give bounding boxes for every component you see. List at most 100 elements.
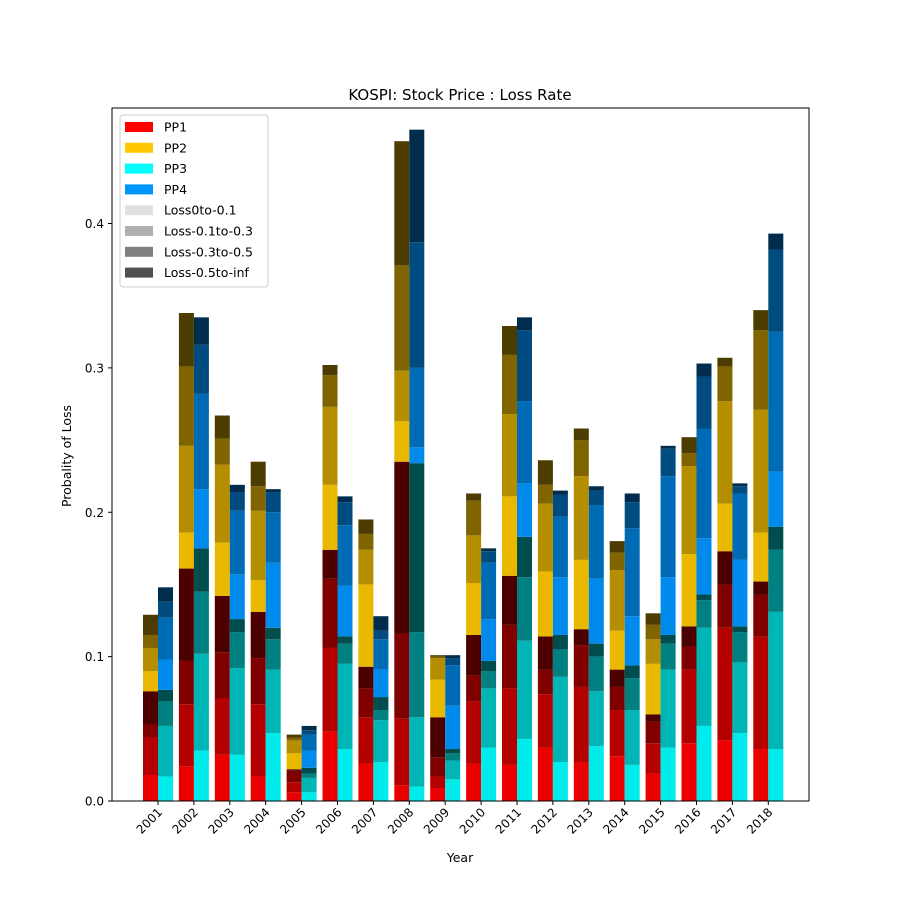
bar-pp4-2002-loss-0-3to-0-5 <box>193 344 209 394</box>
bar-pp2-2002-loss-0-5to-inf <box>178 313 194 367</box>
legend-swatch <box>125 122 153 132</box>
bar-pp2-2014-loss0to-0-1 <box>609 630 625 670</box>
bar-pp4-2015-loss-0-3to-0-5 <box>660 448 676 477</box>
bar-pp1-2014-loss-0-1to-0-3 <box>609 710 625 757</box>
bar-pp3-2011-loss-0-1to-0-3 <box>517 640 532 739</box>
bar-pp4-2018-loss0to-0-1 <box>768 471 784 527</box>
bar-pp4-2011-loss-0-1to-0-3 <box>517 401 532 484</box>
bar-pp1-2005-loss-0-1to-0-3 <box>286 782 302 793</box>
bar-pp2-2006-loss-0-5to-inf <box>322 364 338 376</box>
bar-pp4-2012-loss0to-0-1 <box>552 577 568 635</box>
bar-pp3-2016-loss-0-1to-0-3 <box>696 627 712 726</box>
bar-pp1-2010-loss-0-5to-inf <box>466 634 482 676</box>
bar-pp1-2002-loss0to-0-1 <box>178 766 194 801</box>
bar-pp2-2012-loss-0-3to-0-5 <box>537 484 553 504</box>
bar-pp3-2017-loss-0-5to-inf <box>732 626 748 633</box>
bar-pp2-2001-loss-0-3to-0-5 <box>143 634 158 648</box>
plot-frame <box>111 107 810 802</box>
bar-pp1-2013-loss0to-0-1 <box>573 762 589 801</box>
x-tick-label: 2017 <box>708 805 739 836</box>
bar-pp2-2013-loss-0-5to-inf <box>573 428 589 441</box>
bar-pp2-2012-loss-0-5to-inf <box>537 460 553 485</box>
bar-pp1-2005-loss-0-3to-0-5 <box>286 770 302 783</box>
bar-pp3-2012-loss0to-0-1 <box>552 762 568 801</box>
x-tick-label: 2006 <box>313 805 344 836</box>
x-tick-label: 2007 <box>349 805 380 836</box>
bar-pp1-2012-loss-0-5to-inf <box>537 636 553 670</box>
bar-pp3-2013-loss0to-0-1 <box>588 746 604 801</box>
bar-pp1-2003-loss-0-3to-0-5 <box>214 652 230 699</box>
bar-pp2-2002-loss0to-0-1 <box>178 532 194 569</box>
bar-pp3-2009-loss0to-0-1 <box>445 779 461 801</box>
bar-pp4-2018-loss-0-3to-0-5 <box>768 249 784 332</box>
bar-pp3-2003-loss0to-0-1 <box>229 754 245 801</box>
bar-pp3-2016-loss-0-5to-inf <box>696 594 712 601</box>
bar-pp2-2008-loss-0-1to-0-3 <box>394 370 410 422</box>
bar-pp3-2001-loss-0-5to-inf <box>158 689 173 702</box>
x-tick-label: 2010 <box>457 805 488 836</box>
bar-pp2-2011-loss-0-5to-inf <box>502 326 517 355</box>
bar-pp2-2014-loss-0-3to-0-5 <box>609 552 625 570</box>
bar-pp3-2003-loss-0-3to-0-5 <box>229 632 245 669</box>
bar-pp4-2012-loss-0-3to-0-5 <box>552 494 568 517</box>
bar-pp3-2018-loss-0-5to-inf <box>768 526 784 550</box>
bar-pp1-2011-loss0to-0-1 <box>502 764 517 801</box>
bar-pp4-2004-loss-0-1to-0-3 <box>265 512 281 563</box>
bar-pp4-2013-loss-0-5to-inf <box>588 486 604 491</box>
bar-pp2-2016-loss0to-0-1 <box>681 554 697 627</box>
bar-pp1-2013-loss-0-1to-0-3 <box>573 686 589 763</box>
bar-pp2-2006-loss-0-3to-0-5 <box>322 375 338 407</box>
bar-pp1-2006-loss0to-0-1 <box>322 731 338 801</box>
bar-pp2-2010-loss0to-0-1 <box>466 582 482 635</box>
bar-pp3-2010-loss-0-5to-inf <box>481 660 497 672</box>
bar-pp1-2012-loss-0-3to-0-5 <box>537 669 553 695</box>
bar-pp2-2007-loss0to-0-1 <box>358 584 374 667</box>
bar-pp4-2006-loss-0-5to-inf <box>337 496 353 503</box>
bar-pp1-2011-loss-0-3to-0-5 <box>502 624 517 689</box>
bar-pp4-2014-loss-0-3to-0-5 <box>624 502 640 529</box>
bar-pp4-2001-loss-0-5to-inf <box>158 587 173 602</box>
bar-pp4-2011-loss0to-0-1 <box>517 483 532 537</box>
bar-pp2-2018-loss-0-1to-0-3 <box>753 409 769 533</box>
bar-pp1-2001-loss0to-0-1 <box>143 775 158 801</box>
bar-pp1-2013-loss-0-3to-0-5 <box>573 645 589 687</box>
bar-pp3-2005-loss-0-5to-inf <box>301 767 317 774</box>
bar-pp2-2002-loss-0-1to-0-3 <box>178 445 194 533</box>
bar-pp1-2003-loss0to-0-1 <box>214 754 230 801</box>
bar-pp3-2011-loss-0-3to-0-5 <box>517 577 532 641</box>
bar-pp4-2010-loss-0-5to-inf <box>481 548 497 552</box>
bar-pp4-2006-loss-0-1to-0-3 <box>337 525 353 586</box>
bar-pp1-2002-loss-0-1to-0-3 <box>178 704 194 767</box>
bar-pp3-2006-loss-0-1to-0-3 <box>337 663 353 750</box>
bar-pp2-2005-loss0to-0-1 <box>286 753 302 770</box>
bar-pp1-2008-loss-0-1to-0-3 <box>394 718 410 786</box>
bar-pp1-2015-loss-0-5to-inf <box>645 714 661 722</box>
y-tick-label: 0.3 <box>85 361 104 375</box>
bar-pp2-2013-loss-0-3to-0-5 <box>573 440 589 477</box>
bar-pp2-2006-loss-0-1to-0-3 <box>322 406 338 485</box>
bar-pp1-2008-loss0to-0-1 <box>394 785 410 801</box>
bar-pp1-2015-loss-0-3to-0-5 <box>645 721 661 744</box>
bar-pp3-2002-loss0to-0-1 <box>193 750 209 801</box>
bar-pp2-2015-loss-0-5to-inf <box>645 613 661 625</box>
bar-pp3-2014-loss-0-1to-0-3 <box>624 710 640 765</box>
bar-pp2-2013-loss-0-1to-0-3 <box>573 476 589 560</box>
bar-pp4-2009-loss-0-3to-0-5 <box>445 658 461 666</box>
bar-pp2-2018-loss-0-5to-inf <box>753 310 769 331</box>
bar-pp4-2014-loss0to-0-1 <box>624 616 640 666</box>
bar-pp3-2001-loss-0-3to-0-5 <box>158 701 173 726</box>
bar-pp2-2011-loss-0-1to-0-3 <box>502 414 517 497</box>
legend-label: PP2 <box>164 140 187 155</box>
bar-pp2-2012-loss-0-1to-0-3 <box>537 503 553 572</box>
bar-pp1-2018-loss-0-1to-0-3 <box>753 636 769 750</box>
bar-pp1-2015-loss0to-0-1 <box>645 773 661 801</box>
bar-pp2-2002-loss-0-3to-0-5 <box>178 366 194 446</box>
bar-pp1-2007-loss-0-5to-inf <box>358 666 374 689</box>
bar-pp3-2015-loss-0-1to-0-3 <box>660 669 676 748</box>
bar-pp4-2011-loss-0-5to-inf <box>517 317 532 331</box>
legend-label: Loss0to-0.1 <box>164 203 237 218</box>
x-tick-label: 2016 <box>672 805 703 836</box>
bar-pp4-2016-loss-0-3to-0-5 <box>696 376 712 429</box>
bar-pp4-2003-loss-0-1to-0-3 <box>229 510 245 575</box>
